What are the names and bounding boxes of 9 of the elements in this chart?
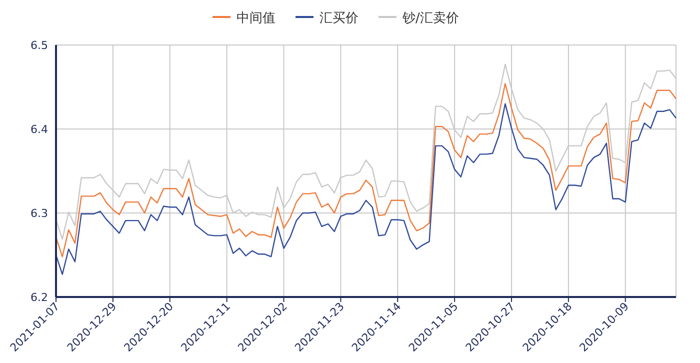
- legend-label: 汇买价: [320, 11, 358, 26]
- legend-label: 中间值: [236, 11, 276, 26]
- y-tick-label: 6.2: [30, 291, 48, 304]
- y-tick-label: 6.4: [30, 123, 48, 136]
- line-series: [55, 103, 677, 275]
- y-tick-label: 6.3: [30, 207, 48, 220]
- y-tick-label: 6.5: [30, 39, 48, 52]
- legend-label: 钞/汇卖价: [402, 11, 459, 26]
- line-series: [55, 83, 677, 258]
